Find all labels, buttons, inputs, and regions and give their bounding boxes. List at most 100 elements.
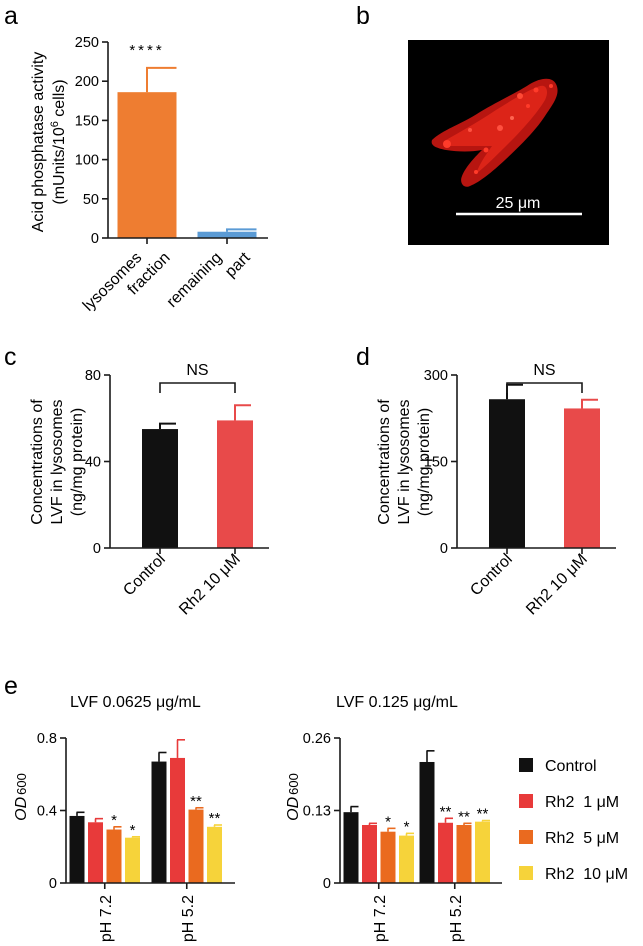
chart-e2-bar	[438, 822, 453, 883]
chart-d: Concentrations of LVF in lysosomes (ng/m…	[376, 362, 616, 618]
chart-a-y-tick-label: 0	[91, 231, 99, 247]
legend-label-rh2-1: Rh2 1 μM	[545, 794, 619, 811]
chart-e2-bar	[380, 831, 396, 883]
chart-d-x-tick-label: Rh2 10 μM	[523, 551, 591, 619]
chart-a-y-tick-label: 50	[83, 192, 99, 208]
chart-a-bar	[117, 92, 177, 239]
chart-c-comparison-bracket	[159, 382, 236, 393]
chart-e2-y-tick-label: 0.13	[303, 804, 331, 820]
chart-e2-significance: **	[477, 806, 489, 823]
chart-e2-y-tick-label: 0	[323, 876, 331, 892]
panel-letter-a: a	[4, 2, 18, 30]
chart-d-ylabel-line1: Concentrations of	[376, 399, 393, 525]
chart-c-bars: NS	[110, 362, 269, 549]
chart-e1-bar	[69, 815, 85, 883]
chart-a-x-tick-label: lysosomesfraction	[80, 235, 174, 329]
chart-d-y-tick-label: 0	[440, 541, 448, 557]
chart-e1-significance: *	[130, 822, 136, 839]
chart-c-ylabel-line1: Concentrations of	[29, 399, 46, 525]
chart-a-y-tick-label: 100	[75, 153, 99, 169]
chart-e1-bar	[170, 757, 185, 883]
chart-e1-ylabel-sub: 600	[14, 773, 29, 795]
legend-swatch-control	[519, 758, 533, 772]
chart-d-y-tick-label: 300	[424, 368, 448, 384]
chart-c-comparison-label: NS	[186, 362, 208, 379]
chart-e2-y-axis: 0 0.13 0.26	[303, 731, 341, 892]
chart-e2-significance: *	[404, 818, 410, 835]
chart-e2-ylabel-main: OD	[285, 796, 302, 820]
chart-c-x-labels: Control Rh2 10 μM	[120, 548, 244, 618]
chart-d-comparison-label: NS	[533, 362, 555, 379]
chart-c-x-tick-label: Control	[120, 551, 168, 599]
chart-a-ylabel-line1: Acid phosphatase activity	[30, 52, 47, 233]
chart-a-x-tick-label: remainingpart	[164, 235, 254, 325]
chart-d-y-axis: 0 150 300	[424, 368, 458, 557]
chart-a: Acid phosphatase activity (mUnits/106 ce…	[30, 35, 268, 329]
chart-d-bar	[564, 408, 600, 548]
stained-cell	[431, 78, 558, 187]
chart-d-comparison-bracket	[506, 382, 583, 393]
chart-a-ylabel-post: cells)	[51, 79, 68, 121]
legend-swatch-rh2-10	[519, 866, 533, 880]
chart-c-y-tick-label: 40	[85, 455, 101, 471]
chart-e1-title: LVF 0.0625 μg/mL	[70, 694, 201, 711]
chart-e2: LVF 0.125 μg/mL OD600 00.130.26 *** *****…	[285, 694, 502, 942]
chart-e1-y-tick-label: 0.4	[37, 804, 57, 820]
chart-e1-x-tick-label: pH 5.2	[180, 895, 197, 942]
chart-a-y-tick-label: 150	[75, 113, 99, 129]
chart-e2-x-tick-label: pH 7.2	[372, 895, 389, 942]
chart-a-y-axis: 0 50 100 150 200 250	[75, 35, 109, 247]
panel-letter-b: b	[356, 2, 370, 30]
chart-e2-bar	[456, 825, 472, 883]
chart-e2-bar	[362, 825, 377, 883]
chart-d-ylabel-line2: LVF in lysosomes	[396, 399, 413, 524]
chart-a-ylabel-sup: 6	[49, 121, 61, 127]
chart-e1: LVF 0.0625 μg/mL OD600 00.40.8 ****** pH…	[13, 694, 235, 942]
chart-e1-x-tick-label: pH 7.2	[98, 895, 115, 942]
chart-c: Concentrations of LVF in lysosomes (ng/m…	[29, 362, 269, 618]
chart-c-ylabel-line2: LVF in lysosomes	[49, 399, 66, 524]
chart-e2-ylabel: OD600	[285, 773, 302, 821]
chart-c-ylabel-line3: (ng/mg protein)	[69, 408, 86, 517]
chart-e1-bar	[106, 829, 122, 883]
legend-label-rh2-5: Rh2 5 μM	[545, 830, 619, 847]
panel-letter-e: e	[4, 672, 18, 700]
chart-e1-bar	[88, 822, 103, 883]
chart-a-significance: ****	[129, 42, 164, 59]
chart-e1-bar	[125, 837, 140, 883]
chart-c-y-axis: 0 40 80	[85, 368, 111, 557]
chart-d-y-tick-label: 150	[424, 455, 448, 471]
chart-e1-x-labels: pH 7.2 pH 5.2	[98, 883, 197, 942]
legend-label-control: Control	[545, 758, 597, 775]
micrograph-panel: 25 μm	[408, 40, 609, 245]
legend: Control Rh2 1 μM Rh2 5 μM Rh2 10 μM	[519, 758, 628, 883]
chart-e2-y-tick-label: 0.26	[303, 731, 331, 747]
chart-e1-significance: *	[111, 812, 117, 829]
chart-d-bars: NS	[457, 362, 616, 549]
chart-c-bar	[217, 420, 253, 548]
chart-e2-bar	[419, 761, 435, 883]
chart-e2-bar	[343, 812, 359, 883]
chart-e1-significance: **	[209, 810, 221, 827]
chart-e1-ylabel-main: OD	[13, 796, 30, 820]
chart-a-bars: ****	[108, 42, 268, 239]
chart-a-bar	[197, 231, 257, 238]
chart-e1-bar	[188, 809, 204, 883]
chart-d-x-tick-label: Control	[467, 551, 515, 599]
chart-e1-y-tick-label: 0.8	[37, 731, 57, 747]
chart-a-y-tick-label: 200	[75, 74, 99, 90]
chart-e2-significance: **	[440, 803, 452, 820]
chart-e2-x-labels: pH 7.2 pH 5.2	[372, 883, 465, 942]
chart-e2-bar	[399, 835, 414, 883]
chart-e1-y-tick-label: 0	[49, 876, 57, 892]
chart-a-ylabel-line2: (mUnits/106 cells)	[49, 79, 68, 204]
chart-d-bar	[489, 399, 525, 548]
chart-e1-significance: **	[190, 793, 202, 810]
chart-e1-bars: ******	[66, 739, 235, 884]
chart-e1-y-axis: 0 0.4 0.8	[37, 731, 67, 892]
chart-e2-significance: **	[458, 808, 470, 825]
chart-e2-bar	[475, 821, 490, 883]
chart-d-x-labels: Control Rh2 10 μM	[467, 548, 591, 619]
